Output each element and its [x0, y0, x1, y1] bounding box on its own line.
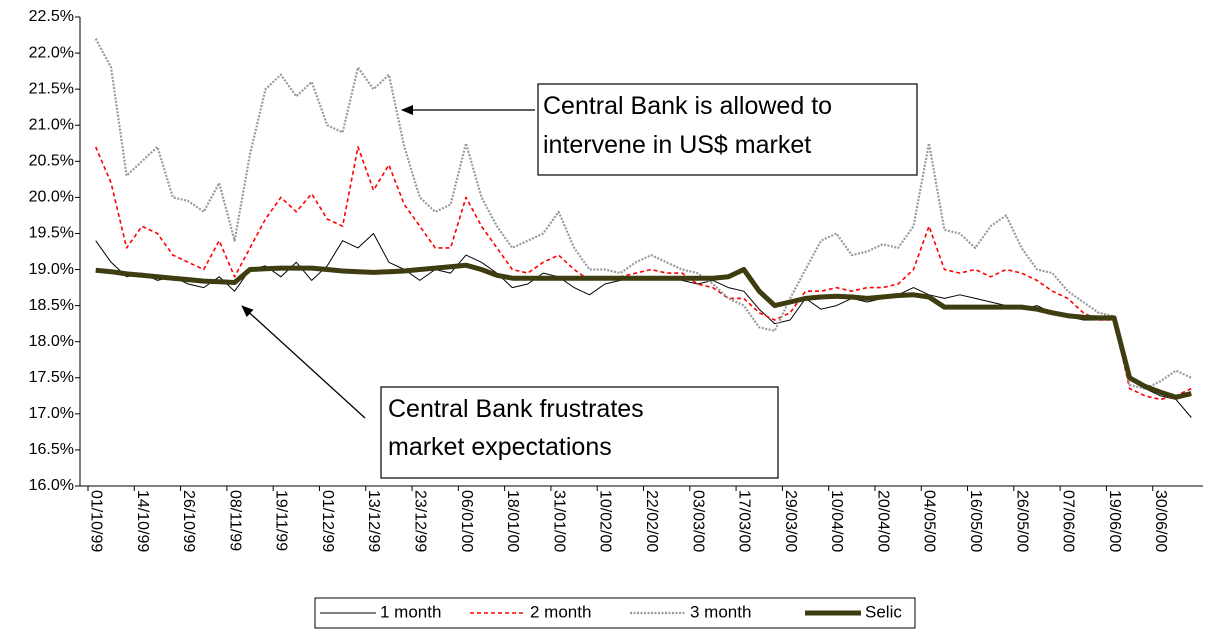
- x-tick-label: 04/05/00: [921, 490, 938, 552]
- annotation-text: intervene in US$ market: [543, 131, 811, 159]
- annotation-box: [380, 386, 779, 479]
- annotation-box: [537, 83, 918, 176]
- legend: 1 month 2 month 3 month Selic: [314, 597, 916, 629]
- x-tick-label: 16/05/00: [967, 490, 984, 552]
- legend-label: 3 month: [690, 602, 751, 621]
- y-tick-label: 21.5%: [29, 80, 74, 97]
- y-tick-label: 18.5%: [29, 297, 74, 314]
- y-tick-label: 20.0%: [29, 189, 74, 206]
- annotation-text: Central Bank is allowed to: [543, 92, 832, 120]
- annotation-1: Central Bank is allowed to intervene in …: [401, 83, 918, 176]
- x-tick-label: 29/03/00: [782, 490, 799, 552]
- legend-label: 1 month: [380, 602, 441, 621]
- annotation-text: Central Bank frustrates: [388, 395, 644, 423]
- x-tick-label: 30/06/00: [1152, 490, 1169, 552]
- x-tick-label: 18/01/00: [504, 490, 521, 552]
- x-tick-label: 20/04/00: [874, 490, 891, 552]
- y-tick-label: 20.5%: [29, 153, 74, 170]
- series-line: [95, 262, 1192, 400]
- x-tick-label: 08/11/99: [226, 490, 243, 551]
- x-tick-label: 10/04/00: [828, 490, 845, 552]
- x-tick-label: 01/12/99: [319, 490, 336, 552]
- x-tick-label: 26/10/99: [180, 490, 197, 552]
- arrow: [241, 305, 366, 419]
- plot-area: 16.0% 16.5% 17.0% 17.5% 18.0% 18.5% 19.0% 19.5%…: [29, 8, 1203, 552]
- y-tick-label: 22.5%: [29, 8, 74, 25]
- x-tick-label: 03/03/00: [689, 490, 706, 552]
- x-tick-label: 07/06/00: [1060, 490, 1077, 552]
- x-tick-label: 14/10/99: [134, 490, 151, 552]
- y-tick-label: 21.0%: [29, 116, 74, 133]
- y-tick-label: 16.0%: [29, 477, 74, 494]
- y-tick-label: 16.5%: [29, 441, 74, 458]
- x-tick-label: 01/10/99: [87, 490, 104, 552]
- annotation-2: Central Bank frustrates market expectati…: [241, 305, 779, 479]
- y-tick-label: 17.5%: [29, 369, 74, 386]
- legend-label: 2 month: [530, 602, 591, 621]
- x-tick-label: 10/02/00: [597, 490, 614, 552]
- y-tick-label: 17.0%: [29, 405, 74, 422]
- x-tick-label: 23/12/99: [412, 490, 429, 552]
- series-line: [94, 38, 1192, 390]
- legend-label: Selic: [865, 602, 902, 621]
- y-tick-label: 19.5%: [29, 225, 74, 242]
- x-tick-label: 19/06/00: [1106, 490, 1123, 552]
- x-tick-label: 19/11/99: [273, 490, 290, 551]
- x-tick-label: 26/05/00: [1013, 490, 1030, 552]
- y-tick-label: 18.0%: [29, 333, 74, 350]
- x-tick-label: 13/12/99: [365, 490, 382, 552]
- x-tick-label: 17/03/00: [736, 490, 753, 552]
- x-tick-label: 31/01/00: [550, 490, 567, 552]
- y-tick-label: 22.0%: [29, 44, 74, 61]
- y-tick-label: 19.0%: [29, 261, 74, 278]
- x-tick-label: 22/02/00: [643, 490, 660, 552]
- series-line: [94, 146, 1192, 401]
- annotation-text: market expectations: [388, 433, 612, 461]
- x-tick-label: 06/01/00: [458, 490, 475, 552]
